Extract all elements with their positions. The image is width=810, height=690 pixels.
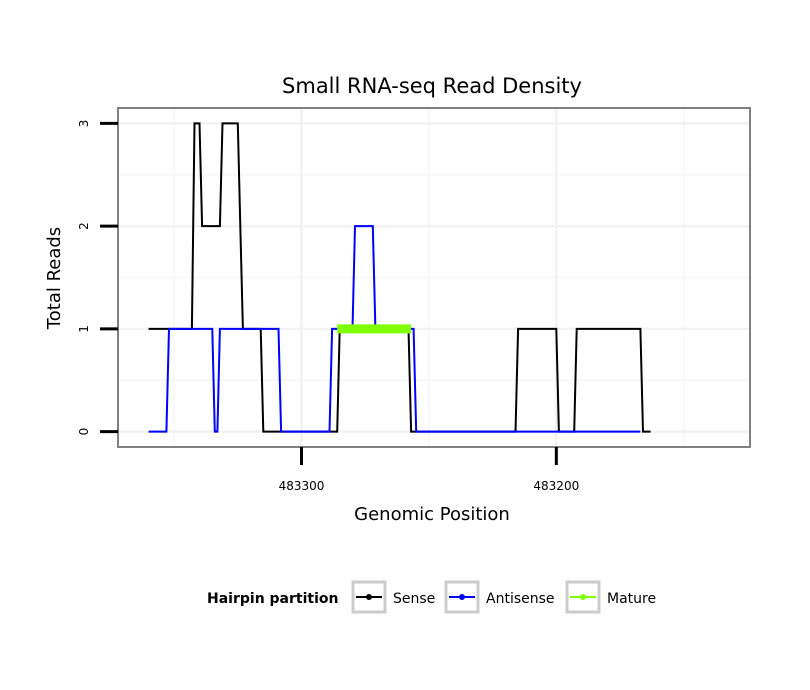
y-tick-label: 2 [77, 222, 91, 230]
series-lines [148, 122, 651, 433]
y-tick-label: 3 [77, 120, 91, 128]
legend-key-point [366, 594, 372, 600]
plot-panel [117, 107, 751, 448]
x-tick-label: 483300 [279, 479, 325, 493]
y-tick-label: 0 [77, 428, 91, 436]
legend-key-point [459, 594, 465, 600]
y-tick-label: 1 [77, 325, 91, 333]
legend-label-mature: Mature [607, 591, 656, 607]
x-axis: 483300 483200 [279, 447, 579, 493]
legend-label-sense: Sense [393, 591, 435, 607]
legend: Hairpin partition Sense Antisense Mature [207, 580, 656, 614]
y-axis-title: Total Reads [44, 227, 65, 330]
legend-key-point [580, 594, 586, 600]
x-tick-label: 483200 [533, 479, 579, 493]
legend-title: Hairpin partition [207, 591, 338, 607]
legend-label-antisense: Antisense [486, 591, 555, 607]
plot-border [117, 107, 751, 448]
x-axis-title: Genomic Position [354, 504, 510, 525]
chart-title: Small RNA-seq Read Density [282, 74, 582, 98]
y-axis: 0 1 2 3 [77, 120, 118, 436]
